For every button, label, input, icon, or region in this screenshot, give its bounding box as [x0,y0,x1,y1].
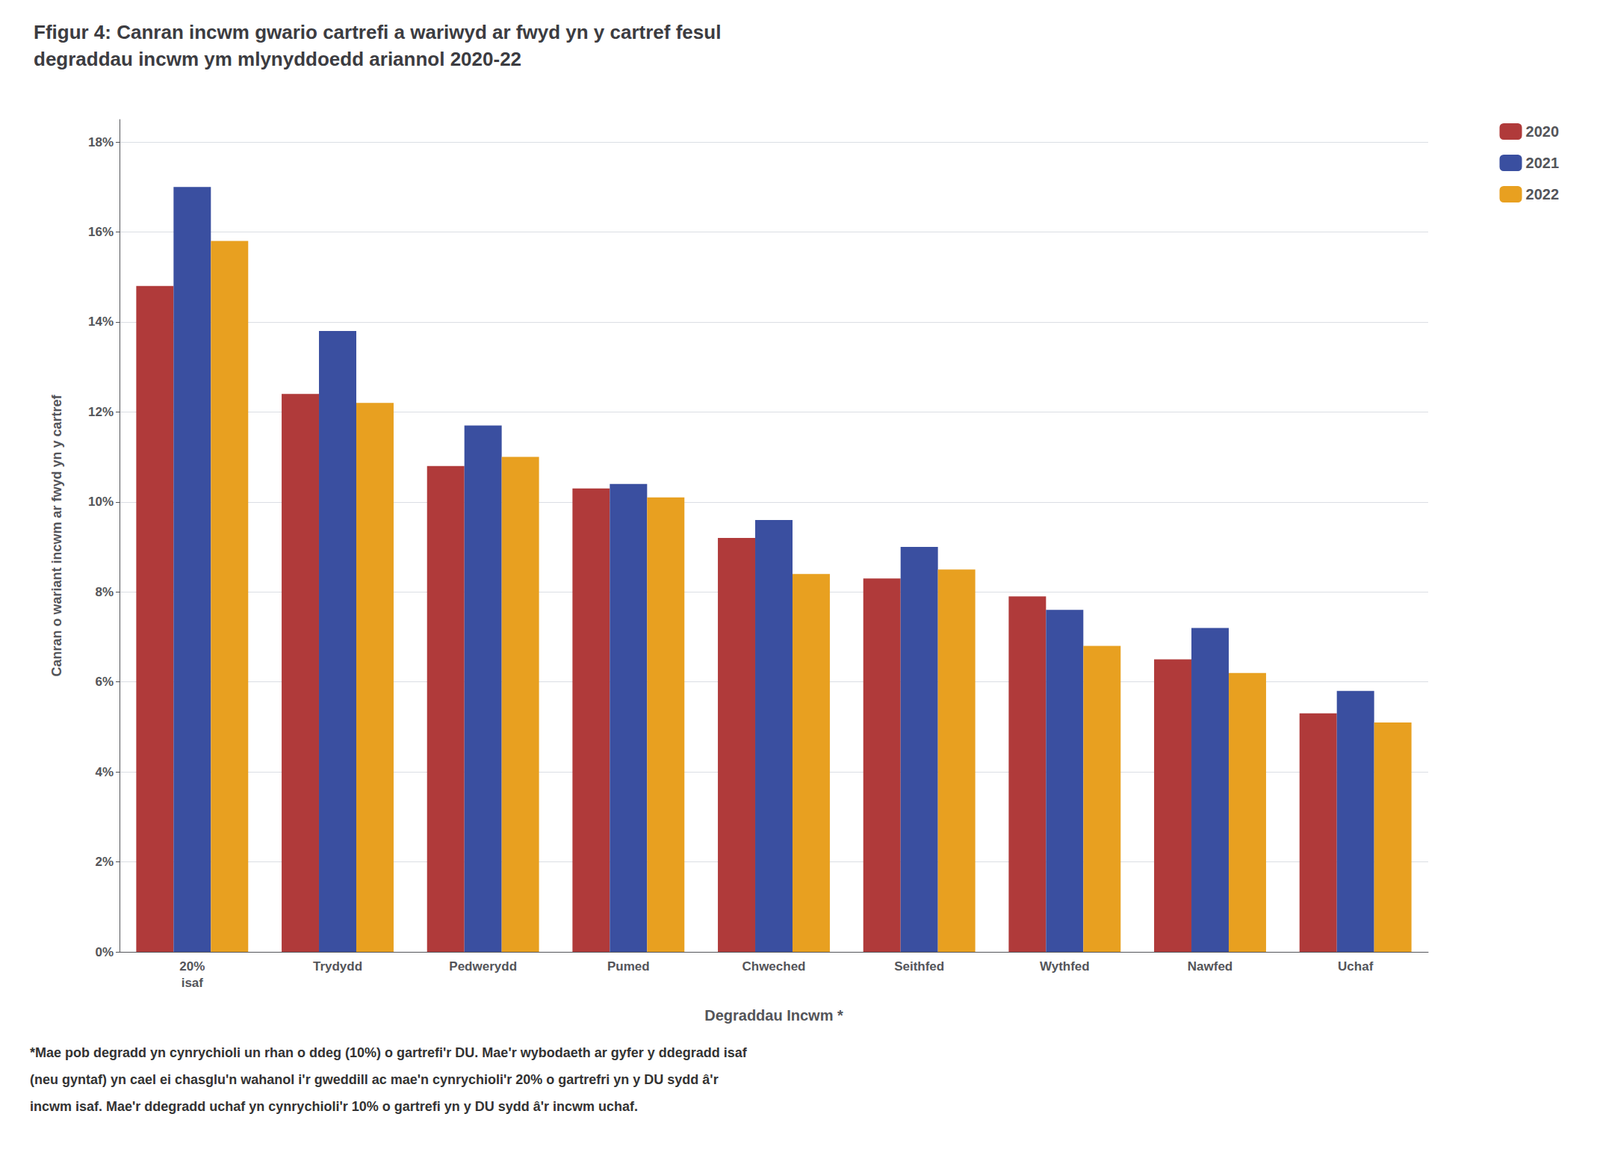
svg-text:2022: 2022 [1526,185,1560,203]
svg-text:Uchaf: Uchaf [1337,959,1374,974]
svg-text:Chweched: Chweched [741,959,806,974]
svg-text:2%: 2% [94,854,114,869]
svg-text:10%: 10% [88,494,114,509]
svg-text:16%: 16% [88,224,114,240]
svg-text:isaf: isaf [181,975,204,990]
svg-text:Seithfed: Seithfed [894,959,945,974]
svg-text:14%: 14% [88,314,114,329]
svg-text:degraddau incwm ym mlynyddoedd: degraddau incwm ym mlynyddoedd ariannol … [33,47,522,71]
svg-text:Wythfed: Wythfed [1039,959,1090,974]
svg-text:Trydydd: Trydydd [312,959,363,974]
svg-text:Nawfed: Nawfed [1187,959,1233,974]
svg-text:0%: 0% [94,944,114,960]
svg-text:Canran o wariant incwm ar fwyd: Canran o wariant incwm ar fwyd yn y cart… [49,393,65,677]
svg-text:2020: 2020 [1526,123,1560,140]
svg-text:18%: 18% [88,135,114,150]
svg-text:Pumed: Pumed [607,959,650,974]
svg-text:2021: 2021 [1526,154,1560,172]
svg-text:*Mae pob degradd yn cynrychiol: *Mae pob degradd yn cynrychioli un rhan … [29,1045,748,1060]
svg-text:20%: 20% [179,959,205,974]
svg-text:(neu gyntaf) yn cael ei chasgl: (neu gyntaf) yn cael ei chasglu'n wahano… [29,1071,719,1087]
svg-text:Pedwerydd: Pedwerydd [448,959,517,974]
svg-text:6%: 6% [94,674,114,689]
svg-text:4%: 4% [94,764,114,780]
svg-text:Ffigur 4: Canran incwm gwario: Ffigur 4: Canran incwm gwario cartrefi a… [33,20,721,44]
svg-text:Degraddau Incwm *: Degraddau Incwm * [704,1006,844,1024]
svg-text:8%: 8% [94,584,114,600]
svg-text:12%: 12% [88,404,114,420]
svg-text:incwm isaf. Mae'r ddegradd uch: incwm isaf. Mae'r ddegradd uchaf yn cynr… [29,1098,638,1114]
